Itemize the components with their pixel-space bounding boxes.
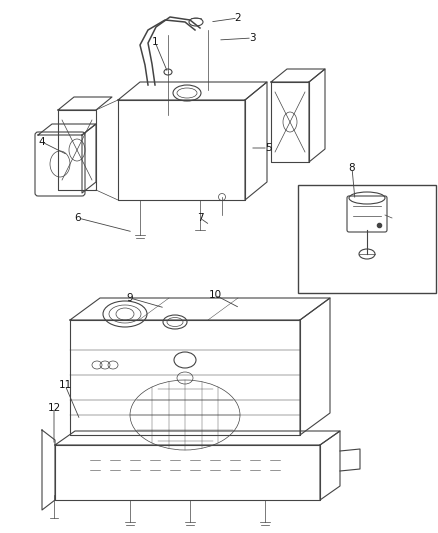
Text: 5: 5 (265, 143, 271, 153)
Text: 1: 1 (152, 37, 158, 47)
Text: 11: 11 (58, 380, 72, 390)
Text: 9: 9 (127, 293, 133, 303)
Text: 12: 12 (47, 403, 60, 413)
Text: 7: 7 (197, 213, 203, 223)
Text: 2: 2 (235, 13, 241, 23)
Text: 10: 10 (208, 290, 222, 300)
Bar (298, 185, 436, 293)
Text: 6: 6 (75, 213, 81, 223)
Text: 8: 8 (349, 163, 355, 173)
Text: 4: 4 (39, 137, 45, 147)
Text: 3: 3 (249, 33, 255, 43)
